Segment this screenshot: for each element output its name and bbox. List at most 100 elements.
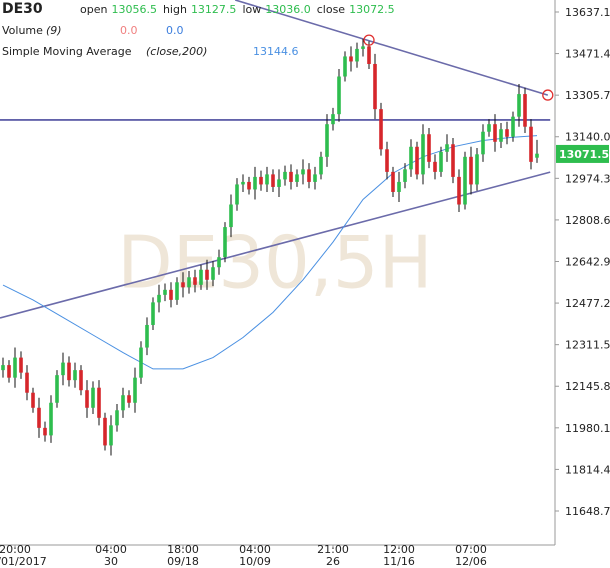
marker [363,34,375,46]
candle-body [379,109,383,150]
legend-value: 13036.0 [265,3,311,16]
candle-body [463,156,467,205]
candle-body [121,395,125,411]
candle-body [151,302,155,325]
marker [542,89,554,101]
candle-body [55,375,59,403]
y-tick-label: 11648.7 [565,505,610,518]
legend-value: 13072.5 [349,3,395,16]
y-tick-label: 12808.6 [565,214,610,227]
x-tick-label: 21:00 [317,543,349,556]
x-tick-date: 10/09 [239,555,271,568]
candle-body [325,124,329,157]
candle-body [223,227,227,258]
x-tick-label: 07:00 [455,543,487,556]
candle-body [403,169,407,182]
candle-body [37,407,41,428]
x-tick-date: 12/06 [455,555,487,568]
candle-body [97,387,101,418]
candle-body [187,277,191,288]
candle-body [421,134,425,175]
candle-body [499,129,503,142]
x-tick-label: 18:00 [167,543,199,556]
candle-body [229,204,233,228]
candle-body [361,46,365,49]
candle-body [307,169,311,182]
candle-body [49,402,53,436]
candle-body [247,181,251,190]
legend-value: 13127.5 [191,3,237,16]
y-tick-label: 11814.4 [565,463,610,476]
candle-body [331,114,335,125]
candle-body [457,176,461,205]
candle-body [253,176,257,190]
candle-body [211,267,215,280]
sma-legend: Simple Moving Average [2,45,132,58]
sma-param: (close,200) [146,45,207,58]
trend-line [234,0,549,96]
candle-body [205,269,209,280]
candle-body [271,174,275,187]
candle-body [487,124,491,132]
x-tick-date: 26 [326,555,340,568]
candle-body [283,171,287,180]
candle-body [397,181,401,192]
candle-body [19,357,23,373]
candle-body [385,149,389,172]
volume-legend: Volume [2,24,43,37]
candle-body [163,289,167,295]
candle-body [265,174,269,185]
candle-body [523,94,527,127]
x-tick-date: 08/01/2017 [0,555,47,568]
candle-body [469,156,473,185]
x-tick-date: 09/18 [167,555,199,568]
candle-body [31,392,35,408]
candle-body [181,282,185,288]
y-tick-label: 11980.1 [565,422,610,435]
y-tick-label: 13637.1 [565,6,610,19]
candle-body [7,365,11,378]
candle-body [511,116,515,137]
candle-body [13,357,17,378]
legend-label: open [80,3,107,16]
candle-body [277,179,281,187]
candle-body [67,362,71,381]
candle-body [415,146,419,175]
candle-body [475,154,479,185]
x-tick-date: 30 [104,555,118,568]
y-tick-label: 12642.9 [565,255,610,268]
candle-body [91,387,95,408]
candle-body [313,174,317,182]
candle-body [391,171,395,192]
candle-body [217,257,221,268]
candle-body [193,277,197,285]
candle-body [529,126,533,162]
candle-body [337,76,341,115]
x-tick-label: 20:00 [0,543,31,556]
candle-body [445,144,449,152]
y-tick-label: 13140.0 [565,131,610,144]
candle-body [109,425,113,446]
legend-label: close [317,3,346,16]
y-tick-label: 13471.4 [565,48,610,61]
candle-body [517,94,521,117]
candle-body [133,377,137,403]
volume-param: (9) [46,24,62,37]
candle-body [241,181,245,185]
candle-body [175,282,179,300]
legend-label: low [242,3,261,16]
candle-body [481,131,485,155]
candle-body [139,347,143,378]
y-tick-label: 12974.3 [565,172,610,185]
candle-body [85,390,89,408]
y-tick-label: 12145.8 [565,380,610,393]
sma-value: 13144.6 [253,45,299,58]
legend-value: 13056.5 [111,3,157,16]
x-tick-label: 04:00 [95,543,127,556]
candle-body [319,156,323,175]
y-tick-label: 13305.7 [565,89,610,102]
candle-body [535,153,539,158]
candle-body [355,48,359,62]
candle-body [343,56,347,77]
